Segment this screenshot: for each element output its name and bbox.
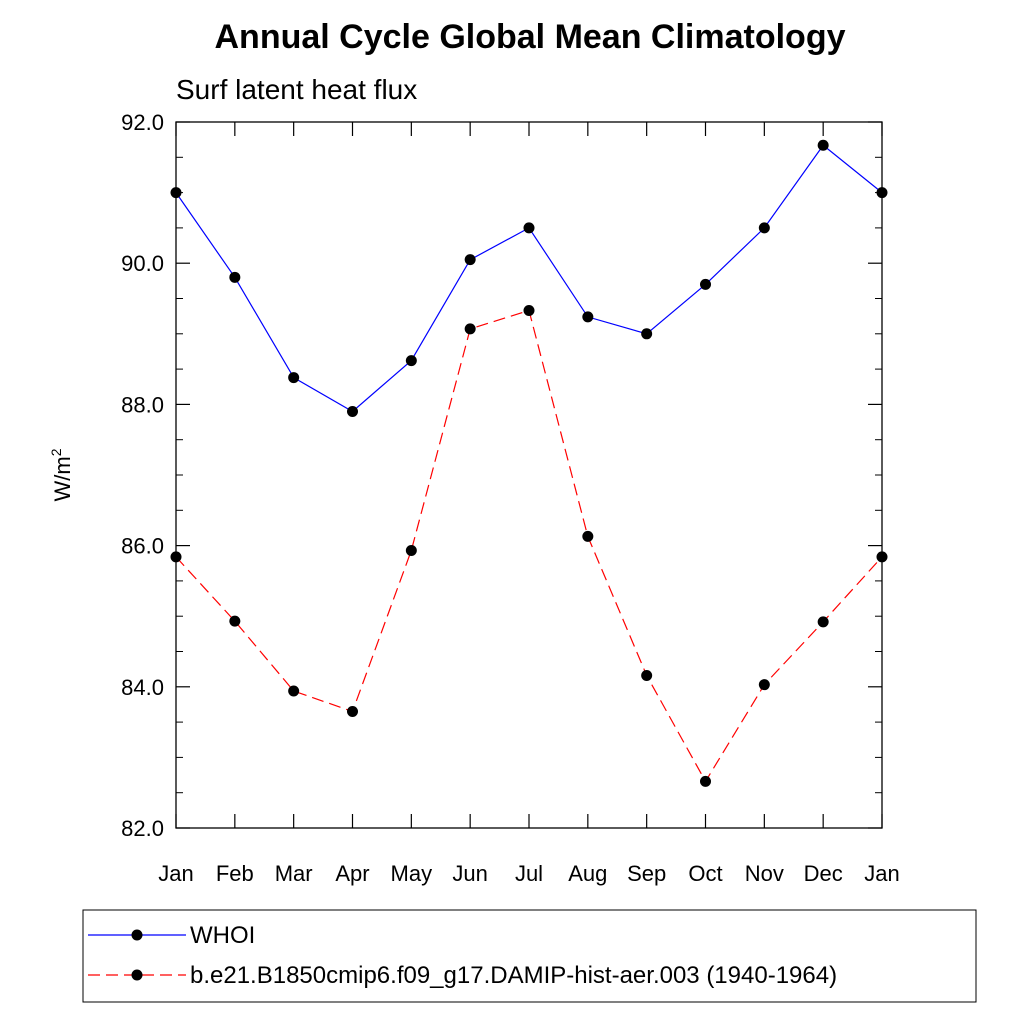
- chart-title: Annual Cycle Global Mean Climatology: [215, 18, 846, 56]
- y-axis-label: W/m2: [48, 448, 75, 501]
- x-tick-label: Dec: [804, 861, 843, 886]
- legend-marker-2: [131, 969, 143, 981]
- series-2-point: [582, 530, 594, 542]
- series-1-point: [876, 187, 888, 199]
- y-tick-label: 90.0: [121, 251, 164, 276]
- series-1-point: [582, 311, 594, 323]
- series-2-point: [523, 305, 535, 317]
- series-1-point: [817, 139, 829, 151]
- x-tick-labels: Jan Feb Mar Apr May Jun Jul Aug Sep Oct Nov Dec Jan: [158, 861, 899, 886]
- legend: WHOI b.e21.B1850cmip6.f09_g17.DAMIP-hist-…: [82, 909, 977, 1003]
- legend-label-2: b.e21.B1850cmip6.f09_g17.DAMIP-hist-aer.…: [190, 962, 837, 989]
- series-1-point: [288, 372, 300, 384]
- x-tick-label: Jan: [158, 861, 193, 886]
- series-2-point: [170, 551, 182, 563]
- x-tick-label: Feb: [216, 861, 254, 886]
- series-2-point: [876, 551, 888, 563]
- legend-marker-1: [131, 929, 143, 941]
- series-1-point: [464, 254, 476, 266]
- y-tick-label: 88.0: [121, 392, 164, 417]
- axis-ticks: [175, 121, 883, 829]
- y-tick-label: 84.0: [121, 675, 164, 700]
- x-tick-label: Jan: [864, 861, 899, 886]
- series-1-point: [641, 328, 653, 340]
- series-2-point: [347, 706, 358, 718]
- y-axis-unit-superscript: 2: [48, 448, 64, 456]
- chart-subtitle: Surf latent heat flux: [176, 74, 417, 105]
- y-tick-label: 82.0: [121, 816, 164, 841]
- legend-box: [82, 909, 977, 1003]
- series-2-point: [700, 775, 711, 787]
- y-tick-label: 92.0: [121, 110, 164, 135]
- x-tick-label: Apr: [335, 861, 369, 886]
- y-tick-label: 86.0: [121, 534, 164, 559]
- series-1-point: [170, 187, 182, 199]
- series-1-point: [347, 405, 358, 417]
- x-tick-label: Jul: [515, 861, 543, 886]
- x-tick-label: Mar: [275, 861, 313, 886]
- series-1-point: [700, 278, 711, 290]
- series-lines: [170, 139, 888, 787]
- x-tick-label: Nov: [745, 861, 784, 886]
- series-2-point: [464, 323, 476, 335]
- series-2-point: [405, 545, 417, 557]
- series-2-point: [229, 615, 241, 627]
- series-2-point: [817, 616, 829, 628]
- x-tick-label: Aug: [568, 861, 607, 886]
- series-line-2: [175, 309, 883, 783]
- y-axis-label-text: W/m2: [48, 448, 75, 501]
- legend-label-1: WHOI: [190, 922, 255, 949]
- series-line-1: [175, 144, 883, 413]
- y-tick-labels: 82.0 84.0 86.0 88.0 90.0 92.0: [121, 110, 164, 841]
- series-2-point: [641, 670, 653, 682]
- x-tick-label: Oct: [688, 861, 722, 886]
- series-1-point: [229, 271, 241, 283]
- series-1-point: [758, 222, 770, 234]
- x-tick-label: Sep: [627, 861, 666, 886]
- y-axis-unit: W/m: [50, 456, 75, 501]
- series-1-point: [405, 355, 417, 367]
- series-1-point: [523, 222, 535, 234]
- x-tick-label: Jun: [452, 861, 487, 886]
- series-2-point: [288, 685, 300, 697]
- x-tick-label: May: [391, 861, 433, 886]
- series-2-point: [758, 679, 770, 691]
